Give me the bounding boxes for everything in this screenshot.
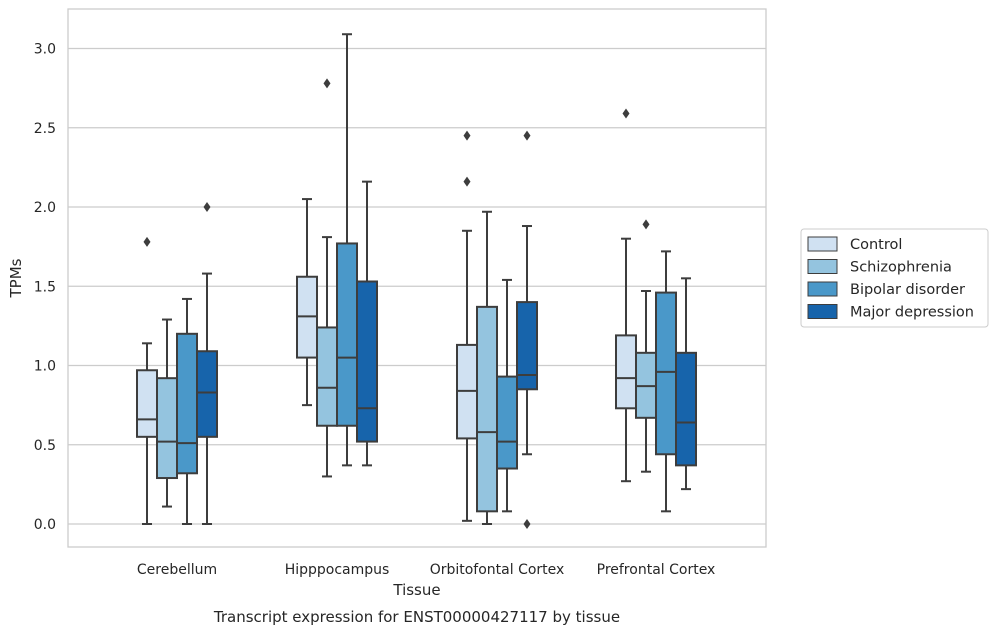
legend-frame [800, 228, 989, 328]
legend-label-2: Bipolar disorder [850, 282, 965, 298]
outlier-point-0 [143, 236, 151, 247]
legend-swatch-1 [807, 259, 838, 274]
box-2-1 [336, 33, 358, 467]
y-tick-label-0: 0.0 [34, 517, 56, 533]
x-tick-label-2: Orbitofontal Cortex [430, 562, 565, 578]
legend-label-1: Schizophrenia [850, 260, 952, 276]
y-tick-label-1: 0.5 [34, 438, 56, 454]
box-body [356, 280, 378, 443]
y-tick-label-3: 1.5 [34, 279, 56, 295]
legend-swatch-0 [807, 236, 838, 252]
box-3-3 [675, 277, 697, 491]
y-tick-labels: 0.0 0.5 1.0 1.5 2.0 2.5 3.0 [34, 42, 56, 534]
box-body [136, 369, 158, 438]
y-tick-label-4: 2.0 [34, 200, 56, 216]
legend: Control Schizophrenia Bipolar disorder Majo… [800, 228, 989, 328]
x-tick-label-3: Prefrontal Cortex [597, 562, 716, 578]
outlier-point-1 [523, 130, 531, 141]
box-3-1 [356, 180, 378, 467]
legend-label-3: Major depression [850, 305, 974, 321]
box-1-3 [635, 219, 657, 473]
x-tick-label-0: Cerebellum [137, 562, 217, 578]
y-tick-label-2: 1.0 [34, 359, 56, 375]
y-tick-label-6: 3.0 [34, 42, 56, 58]
legend-label-0: Control [850, 237, 902, 253]
outlier-point-0 [622, 108, 630, 119]
outlier-point-0 [463, 176, 471, 187]
box-body [336, 242, 358, 427]
outlier-point-0 [203, 202, 211, 212]
box-body [156, 377, 178, 480]
box-body [476, 305, 498, 513]
x-tick-label-1: Hipppocampus [285, 562, 390, 578]
box-body [316, 326, 338, 427]
series-3 [196, 130, 697, 529]
chart-caption: Transcript expression for ENST0000042711… [213, 608, 620, 626]
y-axis-label: TPMs [7, 258, 25, 298]
outlier-point-1 [463, 130, 471, 141]
box-2-2 [496, 278, 518, 513]
box-1-1 [316, 78, 338, 478]
x-axis-label: Tissue [392, 581, 440, 599]
box-body [496, 375, 518, 470]
box-0-1 [296, 198, 318, 407]
box-3-0 [196, 202, 218, 525]
box-body [655, 291, 677, 456]
box-body [176, 332, 198, 475]
plot-area-frame [67, 8, 767, 548]
outlier-point-0 [323, 78, 331, 89]
box-body [516, 301, 538, 391]
box-body [675, 351, 697, 467]
y-tick-label-5: 2.5 [34, 121, 56, 137]
legend-swatch-3 [807, 304, 838, 319]
x-tick-labels: Cerebellum Hipppocampus Orbitofontal Corte… [137, 562, 715, 578]
outlier-point-0 [523, 519, 531, 529]
box-3-2 [516, 130, 538, 529]
legend-swatch-2 [807, 281, 838, 297]
series-2 [176, 33, 677, 525]
box-0-0 [136, 236, 158, 525]
box-body [196, 350, 218, 438]
box-series [136, 33, 697, 529]
box-body [615, 334, 637, 410]
series-0 [136, 108, 637, 525]
outlier-point-0 [642, 219, 650, 230]
box-2-0 [176, 297, 198, 525]
